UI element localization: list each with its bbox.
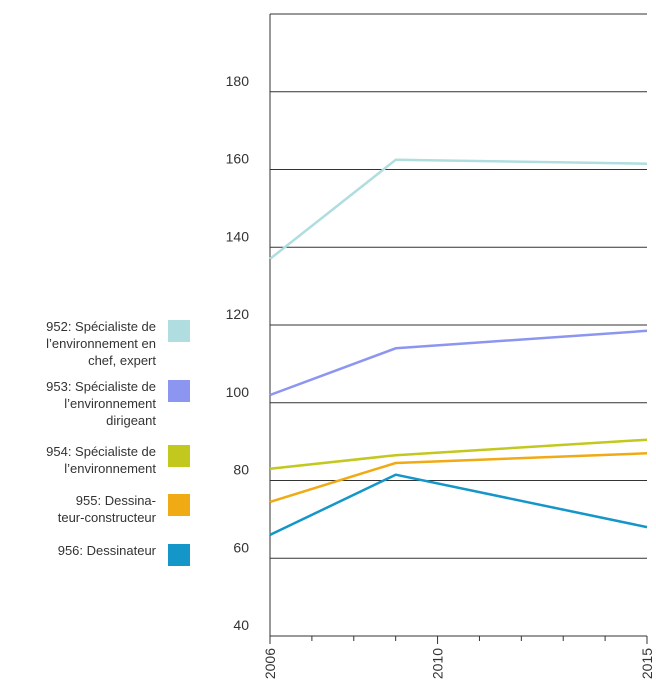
series-line-4 bbox=[269, 452, 648, 504]
legend-swatch bbox=[168, 445, 190, 467]
x-axis: 2006 2010 2015 bbox=[262, 636, 655, 679]
series-lines bbox=[269, 158, 648, 537]
y-tick-label: 120 bbox=[226, 306, 250, 322]
legend-swatch bbox=[168, 494, 190, 516]
y-tick-labels: 40 60 80 100 120 140 160 180 bbox=[226, 73, 250, 633]
x-tick-label: 2006 bbox=[262, 648, 278, 679]
legend-swatch bbox=[168, 380, 190, 402]
legend-label: 952: Spécialiste de l’environnement en c… bbox=[46, 319, 156, 368]
y-tick-label: 100 bbox=[226, 384, 250, 400]
legend-item: 955: Dessina- teur-constructeur bbox=[0, 492, 190, 526]
series-line-2 bbox=[269, 329, 648, 397]
series-line-3 bbox=[269, 438, 648, 471]
y-tick-label: 80 bbox=[233, 462, 249, 478]
legend: 952: Spécialiste de l’environnement en c… bbox=[0, 318, 190, 566]
legend-item: 956: Dessinateur bbox=[0, 542, 190, 566]
legend-label: 953: Spécialiste de l’environnement diri… bbox=[46, 379, 156, 428]
legend-label: 956: Dessinateur bbox=[57, 543, 156, 558]
legend-label: 954: Spécialiste de l’environnement bbox=[46, 444, 156, 476]
grid-lines bbox=[269, 13, 647, 637]
y-tick-label: 40 bbox=[233, 617, 249, 633]
series-line-5 bbox=[269, 473, 648, 537]
x-tick-label: 2015 bbox=[639, 648, 655, 679]
legend-item: 953: Spécialiste de l’environnement diri… bbox=[0, 378, 190, 429]
y-tick-label: 180 bbox=[226, 73, 250, 89]
y-tick-label: 60 bbox=[233, 539, 249, 555]
series-line-1 bbox=[269, 158, 648, 260]
x-tick-label: 2010 bbox=[430, 648, 446, 679]
legend-label: 955: Dessina- teur-constructeur bbox=[57, 493, 156, 525]
legend-item: 952: Spécialiste de l’environnement en c… bbox=[0, 318, 190, 369]
y-tick-label: 140 bbox=[226, 228, 250, 244]
legend-swatch bbox=[168, 544, 190, 566]
y-tick-label: 160 bbox=[226, 151, 250, 167]
legend-swatch bbox=[168, 320, 190, 342]
legend-item: 954: Spécialiste de l’environnement bbox=[0, 443, 190, 477]
